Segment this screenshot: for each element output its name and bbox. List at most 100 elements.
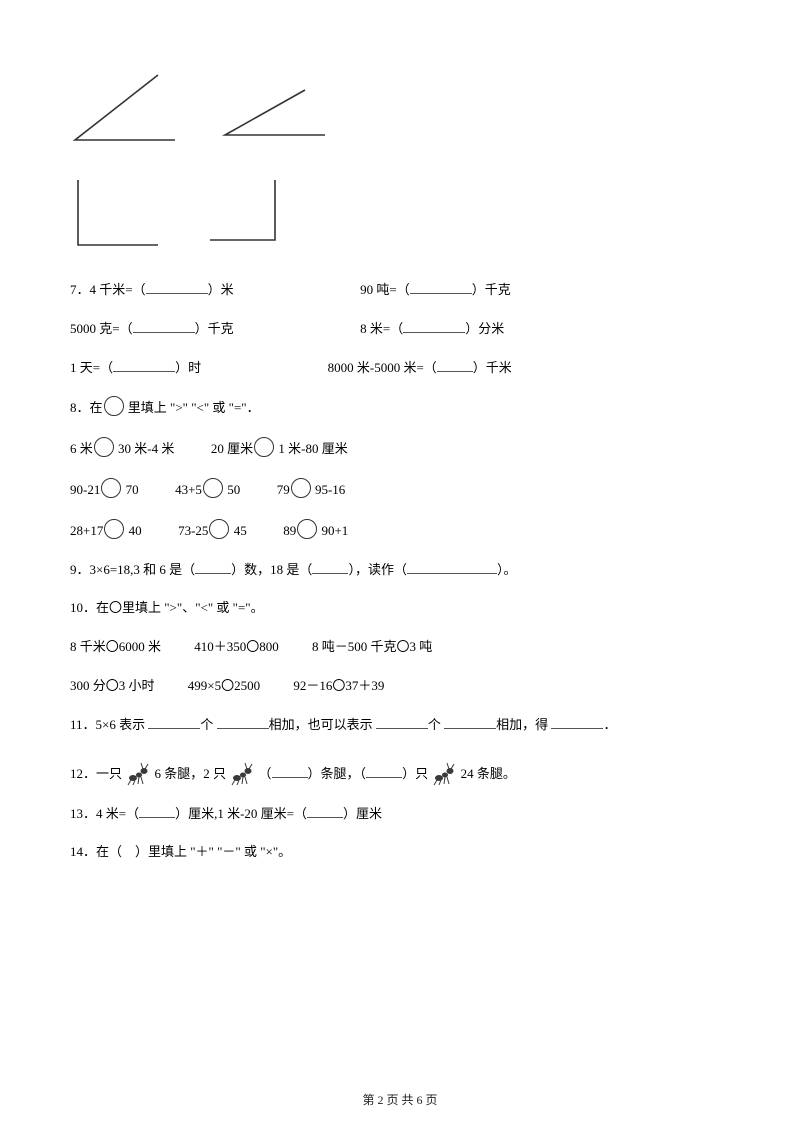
q13-t1: ．4 米=（	[83, 806, 139, 821]
q8-r1b-circle[interactable]	[254, 437, 274, 457]
q10-p: ．在〇里填上 ">"、"<" 或 "="。	[83, 600, 264, 615]
q8-r3b-circle[interactable]	[209, 519, 229, 539]
q7-c2l: 8000 米-5000 米=（	[328, 360, 437, 375]
q12-b1[interactable]	[272, 765, 308, 778]
q12-t1: ．一只	[83, 766, 125, 781]
q9-t2: ）数，18 是（	[231, 562, 312, 577]
q8-r2a-l: 90-21	[70, 482, 100, 497]
q13-t2: ）厘米,1 米-20 厘米=（	[175, 806, 307, 821]
q10-row1: 8 千米〇6000 米 410＋350〇800 8 吨－500 千克〇3 吨	[70, 637, 730, 658]
q14-num: 14	[70, 844, 83, 859]
q13: 13．4 米=（ ）厘米,1 米-20 厘米=（ ）厘米	[70, 804, 730, 825]
q8-r3c-r: 90+1	[318, 523, 348, 538]
q9-b2[interactable]	[312, 561, 348, 574]
q7-b2l: 8 米=（	[360, 321, 403, 336]
page-footer: 第 2 页 共 6 页	[0, 1091, 800, 1110]
q8-r2b-circle[interactable]	[203, 478, 223, 498]
q8-r3c-circle[interactable]	[297, 519, 317, 539]
q8-row2: 90-21 70 43+5 50 79 95-16	[70, 478, 730, 501]
q9-t4: ）。	[497, 562, 517, 577]
q11-t3: 相加，也可以表示	[269, 717, 376, 732]
q7-a1l: ．4 千米=（	[77, 282, 146, 297]
q8-r2c-r: 95-16	[312, 482, 346, 497]
angles-row-bottom	[70, 175, 730, 250]
q8-row3: 28+17 40 73-25 45 89 90+1	[70, 519, 730, 542]
q13-t3: ）厘米	[343, 806, 382, 821]
angles-row-top	[70, 70, 730, 145]
q12-t6: 24 条腿。	[461, 766, 516, 781]
q7-line1: 7．4 千米=（）米 90 吨=（）千克	[70, 280, 730, 301]
q9-b1[interactable]	[195, 561, 231, 574]
q10-r2c: 92－16〇37＋39	[293, 678, 384, 693]
ant-icon	[229, 760, 255, 786]
q12-t5: ）只	[402, 766, 431, 781]
q8-r2b-r: 50	[224, 482, 240, 497]
q11-t1: ．5×6 表示	[83, 717, 149, 732]
q7-a2r: ）千克	[472, 282, 511, 297]
q7-c1-blank[interactable]	[113, 359, 175, 372]
angle-4	[205, 175, 283, 245]
q12-b2[interactable]	[366, 765, 402, 778]
q11-t4: 个	[428, 717, 444, 732]
q7-a2l: 90 吨=（	[360, 282, 410, 297]
q10-r1a: 8 千米〇6000 米	[70, 639, 161, 654]
q8-r2a-circle[interactable]	[101, 478, 121, 498]
q8-r1a-r: 30 米-4 米	[115, 441, 175, 456]
q8-p2: 里填上 ">" "<" 或 "="．	[128, 400, 260, 415]
q7-line2: 5000 克=（）千克 8 米=（）分米	[70, 319, 730, 340]
q7-c1l: 1 天=（	[70, 360, 113, 375]
q11-num: 11	[70, 717, 83, 732]
q10-r2a: 300 分〇3 小时	[70, 678, 155, 693]
q7-b1l: 5000 克=（	[70, 321, 133, 336]
q9-t3: ），读作（	[348, 562, 407, 577]
q7-c2r: ）千米	[473, 360, 512, 375]
q12: 12．一只 6 条腿，2 只 （）条腿，（）只 24 条腿。	[70, 760, 730, 786]
q8-r3a-circle[interactable]	[104, 519, 124, 539]
q8-r2c-circle[interactable]	[291, 478, 311, 498]
q7-c1r: ）时	[175, 360, 201, 375]
ant-icon	[431, 760, 457, 786]
q13-num: 13	[70, 806, 83, 821]
q10-prompt: 10．在〇里填上 ">"、"<" 或 "="。	[70, 598, 730, 619]
q8-r1a-circle[interactable]	[94, 437, 114, 457]
q11-t6: ．	[603, 717, 616, 732]
q10-r1c: 8 吨－500 千克〇3 吨	[312, 639, 432, 654]
q10-row2: 300 分〇3 小时 499×5〇2500 92－16〇37＋39	[70, 676, 730, 697]
q14: 14．在（ ）里填上 "＋" "－" 或 "×"。	[70, 842, 730, 863]
q14-t1: ．在（ ）里填上 "＋" "－" 或 "×"。	[83, 844, 291, 859]
q7-b1-blank[interactable]	[133, 320, 195, 333]
q7-b2-blank[interactable]	[403, 320, 465, 333]
q13-b1[interactable]	[139, 805, 175, 818]
q8-r2b-l: 43+5	[175, 482, 202, 497]
q8-r3a-l: 28+17	[70, 523, 103, 538]
q12-t4: ）条腿，（	[308, 766, 367, 781]
angle-1	[70, 70, 180, 145]
q7-line3: 1 天=（ ）时 8000 米-5000 米=（ ）千米	[70, 358, 730, 379]
q11-t2: 个	[200, 717, 216, 732]
q11-b2[interactable]	[217, 716, 269, 729]
q9-b3[interactable]	[407, 561, 497, 574]
q8-r1b-r: 1 米-80 厘米	[275, 441, 348, 456]
q11-b5[interactable]	[551, 716, 603, 729]
q8-p1: ．在	[77, 400, 103, 415]
q10-r1b: 410＋350〇800	[194, 639, 279, 654]
q7-b1r: ）千克	[195, 321, 234, 336]
q8-r2a-r: 70	[122, 482, 138, 497]
q12-num: 12	[70, 766, 83, 781]
q7-c2-blank[interactable]	[437, 359, 473, 372]
angle-3	[70, 175, 165, 250]
q11-b3[interactable]	[376, 716, 428, 729]
q11-t5: 相加，得	[496, 717, 551, 732]
q8-r3c-l: 89	[283, 523, 296, 538]
q8-row1: 6 米 30 米-4 米 20 厘米 1 米-80 厘米	[70, 437, 730, 460]
angle-2	[220, 70, 330, 140]
q8-r1b-l: 20 厘米	[211, 441, 253, 456]
q9: 9．3×6=18,3 和 6 是（）数，18 是（），读作（）。	[70, 560, 730, 581]
q13-b2[interactable]	[307, 805, 343, 818]
q7-a2-blank[interactable]	[410, 281, 472, 294]
q8-r3a-r: 40	[125, 523, 141, 538]
q8-r2c-l: 79	[277, 482, 290, 497]
q7-a1-blank[interactable]	[146, 281, 208, 294]
q11-b1[interactable]	[148, 716, 200, 729]
q11-b4[interactable]	[444, 716, 496, 729]
